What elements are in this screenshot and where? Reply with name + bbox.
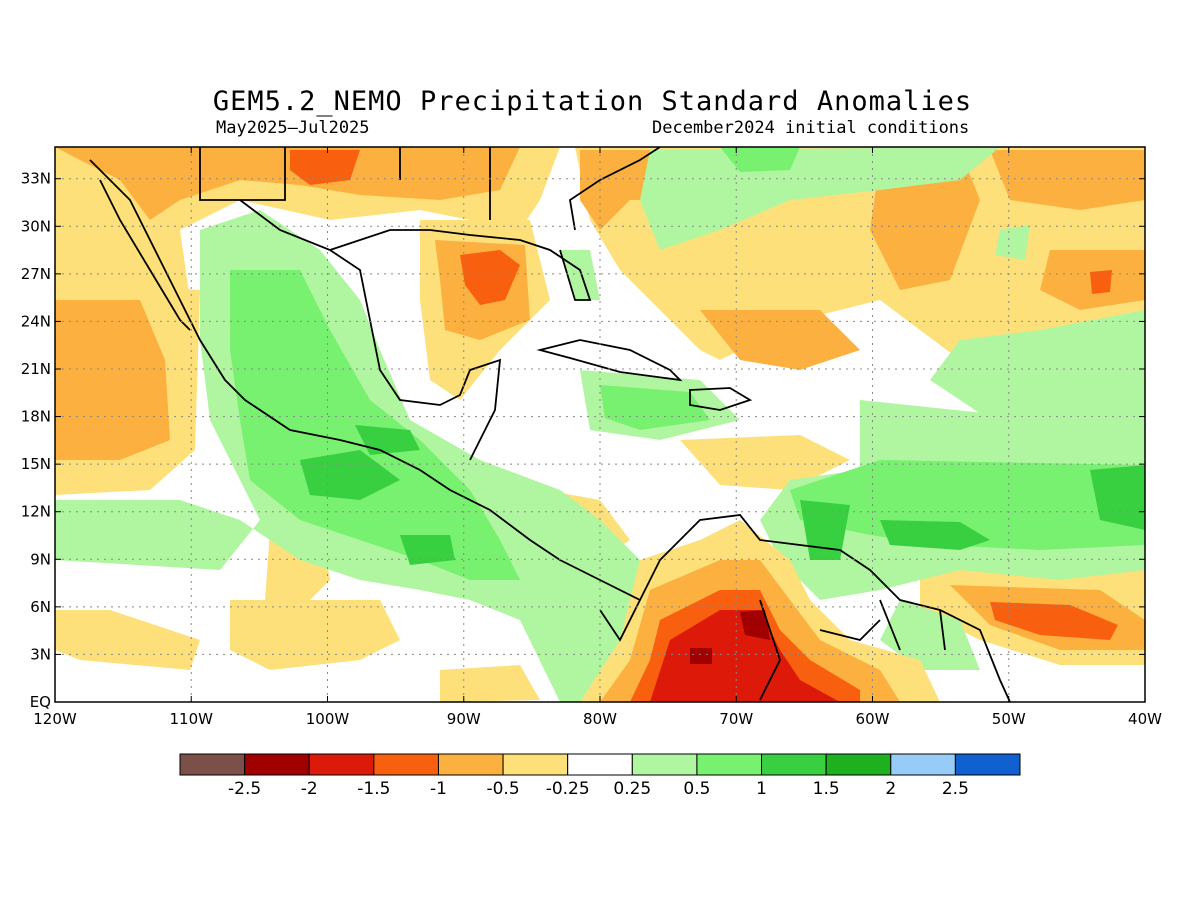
colorbar-swatch bbox=[502, 753, 569, 776]
colorbar-label: 1 bbox=[756, 779, 767, 799]
lat-tick-label: 12N bbox=[21, 503, 51, 521]
north-america-coastline bbox=[89, 159, 641, 601]
lon-tick-label: 70W bbox=[719, 710, 753, 728]
lat-tick-label: 6N bbox=[30, 598, 51, 616]
lon-tick-label: 110W bbox=[170, 710, 214, 728]
colorbar-label: -1.5 bbox=[357, 779, 390, 799]
coastlines bbox=[89, 147, 1011, 702]
colorbar-swatch bbox=[567, 753, 633, 776]
longitude-axis: 120W 110W 100W 90W 80W 70W 60W 50W 40W bbox=[33, 147, 1162, 728]
colorbar-label: -0.25 bbox=[546, 779, 590, 799]
us-east-coastline bbox=[569, 147, 661, 231]
mexico-gulf-coastline bbox=[239, 199, 502, 461]
wet-anomaly-region bbox=[880, 520, 990, 550]
dry-anomaly-region bbox=[460, 250, 520, 305]
forecast-period: May2025–Jul2025 bbox=[216, 118, 370, 138]
latitude-axis: 33N 30N 27N 24N 21N 18N 15N 12N 9N 6N 3N EQ bbox=[21, 170, 1145, 711]
dry-anomaly-region bbox=[1090, 270, 1112, 294]
dry-anomaly-region bbox=[690, 648, 712, 664]
colorbar-swatch bbox=[244, 753, 310, 776]
lat-tick-label: 21N bbox=[21, 360, 51, 378]
colorbar-label: -0.5 bbox=[486, 779, 519, 799]
colorbar-label: 2.5 bbox=[942, 779, 969, 799]
baja-coastline bbox=[99, 179, 191, 331]
lat-tick-label: 18N bbox=[21, 408, 51, 426]
wet-anomaly-region bbox=[720, 147, 800, 172]
colorbar-label: 0.25 bbox=[613, 779, 651, 799]
colorbar-swatch bbox=[696, 753, 763, 776]
colorbar-swatch bbox=[954, 753, 1021, 776]
colorbar-swatch bbox=[437, 753, 504, 776]
lon-tick-label: 60W bbox=[856, 710, 890, 728]
wet-anomaly-region bbox=[790, 460, 1145, 550]
dry-anomaly-region bbox=[680, 435, 850, 490]
wet-anomaly-region bbox=[880, 600, 980, 670]
hispaniola-outline bbox=[689, 387, 753, 411]
colorbar-label: -2 bbox=[301, 779, 318, 799]
wet-anomaly-region bbox=[400, 535, 455, 565]
colorbar-swatch bbox=[179, 753, 246, 776]
lat-tick-label: 9N bbox=[30, 550, 51, 568]
lat-tick-label: EQ bbox=[30, 693, 51, 711]
graticule bbox=[55, 147, 1145, 702]
dry-anomaly-region bbox=[990, 150, 1145, 210]
lat-tick-label: 33N bbox=[21, 170, 51, 188]
lat-tick-label: 27N bbox=[21, 265, 51, 283]
colorbar: -2.5 -2 -1.5 -1 -0.5 -0.25 0.25 0.5 1 1.5 2 2.5 bbox=[179, 753, 1021, 799]
wet-anomaly-region bbox=[55, 505, 190, 560]
colorbar-label: -1 bbox=[430, 779, 447, 799]
colorbar-swatch bbox=[825, 753, 892, 776]
initial-conditions: December2024 initial conditions bbox=[652, 118, 970, 138]
lat-tick-label: 3N bbox=[30, 645, 51, 663]
colorbar-swatch bbox=[373, 753, 439, 776]
cuba-outline bbox=[536, 339, 683, 382]
colorbar-label: -2.5 bbox=[228, 779, 261, 799]
colorbar-swatch bbox=[631, 753, 698, 776]
dry-anomaly-region bbox=[740, 610, 770, 640]
dry-anomaly-region bbox=[290, 150, 360, 185]
map-title: GEM5.2_NEMO Precipitation Standard Anoma… bbox=[212, 86, 973, 117]
dry-anomaly-region bbox=[700, 310, 860, 370]
anomaly-field bbox=[55, 147, 1145, 702]
lon-tick-label: 50W bbox=[992, 710, 1026, 728]
us-gulf-coastline bbox=[329, 229, 592, 301]
colorbar-swatch bbox=[890, 753, 956, 776]
wet-anomaly-region bbox=[640, 147, 1000, 250]
colorbar-swatch bbox=[308, 753, 375, 776]
lon-tick-label: 90W bbox=[447, 710, 481, 728]
wet-anomaly-region bbox=[600, 385, 710, 430]
dry-anomaly-region bbox=[440, 665, 540, 702]
lat-tick-label: 15N bbox=[21, 455, 51, 473]
wet-anomaly-region bbox=[300, 450, 400, 500]
lon-tick-label: 120W bbox=[33, 710, 77, 728]
wet-anomaly-region bbox=[1090, 465, 1145, 530]
dry-anomaly-region bbox=[55, 610, 200, 670]
dry-anomaly-region bbox=[55, 300, 170, 460]
lon-tick-label: 100W bbox=[306, 710, 350, 728]
wet-anomaly-region bbox=[995, 225, 1030, 260]
colorbar-label: 0.5 bbox=[683, 779, 710, 799]
dry-anomaly-region bbox=[230, 600, 400, 670]
lon-tick-label: 40W bbox=[1128, 710, 1162, 728]
wet-anomaly-region bbox=[930, 310, 1145, 440]
colorbar-swatch bbox=[761, 753, 827, 776]
wet-anomaly-region bbox=[800, 500, 850, 560]
dry-anomaly-region bbox=[650, 610, 840, 702]
south-america-coastline bbox=[599, 514, 1011, 702]
lat-tick-label: 30N bbox=[21, 217, 51, 235]
colorbar-label: 2 bbox=[885, 779, 896, 799]
lat-tick-label: 24N bbox=[21, 312, 51, 330]
lon-tick-label: 80W bbox=[583, 710, 617, 728]
dry-anomaly-region bbox=[55, 147, 520, 220]
colorbar-label: 1.5 bbox=[813, 779, 840, 799]
wet-anomaly-region bbox=[230, 270, 520, 580]
dry-anomaly-region bbox=[990, 602, 1118, 640]
country-borders bbox=[199, 147, 946, 701]
